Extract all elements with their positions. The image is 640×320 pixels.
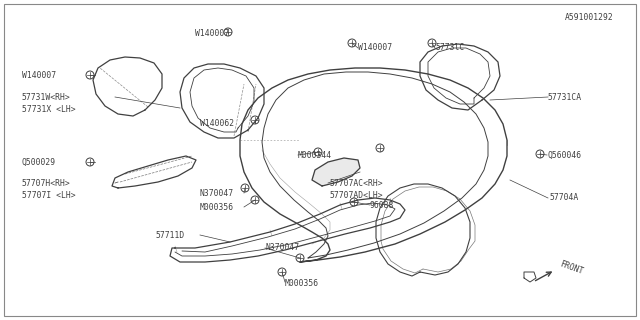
Text: 57711D: 57711D bbox=[155, 230, 184, 239]
Polygon shape bbox=[312, 158, 360, 186]
Text: FRONT: FRONT bbox=[558, 260, 584, 276]
Text: N370047: N370047 bbox=[265, 244, 299, 252]
Text: W140007: W140007 bbox=[195, 28, 229, 37]
Text: M000356: M000356 bbox=[200, 203, 234, 212]
Text: Q500029: Q500029 bbox=[22, 157, 56, 166]
Text: 57704A: 57704A bbox=[550, 194, 579, 203]
Text: 57731X <LH>: 57731X <LH> bbox=[22, 105, 76, 114]
Text: 5773lC: 5773lC bbox=[435, 44, 464, 52]
Text: 57707AC<RH>: 57707AC<RH> bbox=[330, 179, 383, 188]
Text: 96088: 96088 bbox=[370, 201, 394, 210]
Text: 57707H<RH>: 57707H<RH> bbox=[22, 179, 71, 188]
Text: N370047: N370047 bbox=[200, 188, 234, 197]
Text: A591001292: A591001292 bbox=[565, 13, 614, 22]
Text: M000344: M000344 bbox=[298, 150, 332, 159]
Text: W140007: W140007 bbox=[358, 44, 392, 52]
Text: W140062: W140062 bbox=[200, 118, 234, 127]
Text: W140007: W140007 bbox=[22, 70, 56, 79]
Text: M000356: M000356 bbox=[285, 278, 319, 287]
Text: 57731W<RH>: 57731W<RH> bbox=[22, 92, 71, 101]
Text: 57707AD<LH>: 57707AD<LH> bbox=[330, 190, 383, 199]
Text: 57707I <LH>: 57707I <LH> bbox=[22, 190, 76, 199]
Text: Q560046: Q560046 bbox=[548, 150, 582, 159]
Text: 57731CA: 57731CA bbox=[548, 92, 582, 101]
